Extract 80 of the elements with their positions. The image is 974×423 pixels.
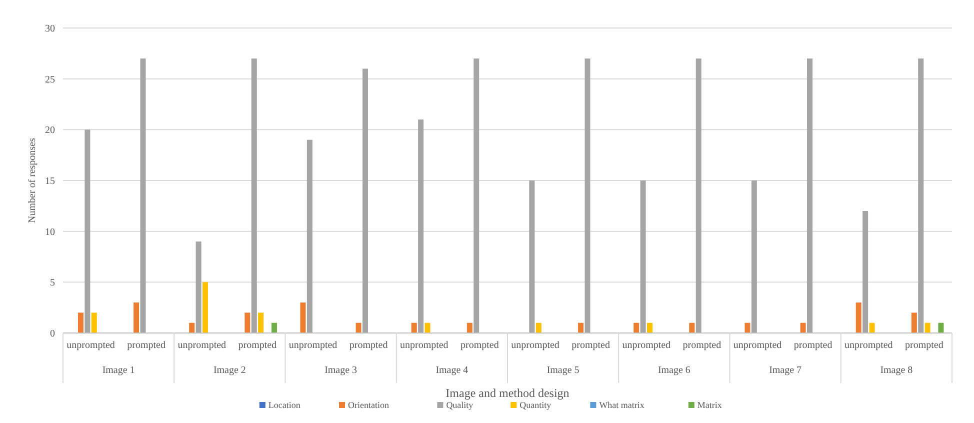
bar <box>862 211 868 333</box>
text: Image 5 <box>546 365 580 376</box>
y-tick-label: 10 <box>45 226 55 238</box>
bar <box>689 322 695 333</box>
text: Image 2 <box>213 365 246 376</box>
bar <box>202 282 208 333</box>
bar <box>251 58 257 333</box>
legend-label: Quality <box>446 400 474 410</box>
x-tick-label: prompted <box>794 340 832 351</box>
y-tick-label: 5 <box>50 278 55 289</box>
y-axis-title: Number of responses <box>27 138 38 223</box>
bar <box>271 322 277 333</box>
bar <box>356 322 362 333</box>
text: Image 6 <box>658 365 690 376</box>
x-tick-label: prompted <box>127 340 166 351</box>
x-tick-label: unprompted <box>178 340 226 351</box>
bar <box>134 302 140 333</box>
x-tick-label: prompted <box>905 340 944 351</box>
bar <box>306 140 312 333</box>
bar <box>362 68 368 333</box>
x-tick-label: unprompted <box>844 340 893 351</box>
x-tick-label: prompted <box>460 340 499 351</box>
bar <box>84 130 90 333</box>
bar <box>78 312 84 333</box>
bar <box>911 312 917 333</box>
x-tick-label: unprompted <box>622 340 671 351</box>
text: Image 8 <box>880 365 913 376</box>
x-tick-label: unprompted <box>66 340 115 351</box>
legend-label: Quantity <box>520 400 552 410</box>
y-tick-label: 0 <box>50 328 55 340</box>
text: Image 4 <box>436 365 468 376</box>
text: Image 7 <box>769 365 802 376</box>
text: Image 1 <box>102 365 135 376</box>
x-tick-label: unprompted <box>400 340 448 351</box>
legend-label: Orientation <box>348 400 390 410</box>
bar <box>196 242 202 333</box>
bar <box>189 322 195 333</box>
x-tick-label: prompted <box>682 340 722 351</box>
y-tick-label: 15 <box>45 176 55 187</box>
bar <box>869 322 875 333</box>
bar <box>806 58 812 333</box>
bar <box>938 322 944 333</box>
bar <box>634 322 640 333</box>
bar <box>536 322 542 333</box>
bar <box>411 322 417 333</box>
bar <box>918 58 924 333</box>
bar <box>647 322 653 333</box>
bar <box>474 58 480 333</box>
x-axis-title: Image and method design <box>446 386 570 400</box>
bar <box>584 58 590 333</box>
bar <box>529 180 535 333</box>
bar <box>418 120 424 333</box>
bar <box>856 302 862 333</box>
legend-label: What matrix <box>599 400 645 410</box>
x-tick-label: prompted <box>349 340 388 351</box>
x-tick-label: unprompted <box>511 340 560 351</box>
legend-label: Location <box>268 400 301 410</box>
bar <box>744 322 750 333</box>
x-tick-label: unprompted <box>288 340 338 351</box>
bar <box>924 322 930 333</box>
y-tick-label: 25 <box>45 74 55 86</box>
bar <box>466 322 472 333</box>
bar <box>578 322 584 333</box>
bar <box>696 58 702 333</box>
y-tick-label: 30 <box>45 24 55 34</box>
legend-label: Matrix <box>697 400 722 410</box>
bar <box>300 302 306 333</box>
bar <box>244 312 250 333</box>
x-tick-label: prompted <box>238 340 277 351</box>
x-tick-label: prompted <box>572 340 610 351</box>
x-tick-label: unprompted <box>733 340 782 351</box>
bar <box>91 312 97 333</box>
bar <box>140 58 146 333</box>
y-tick-label: 20 <box>45 125 55 136</box>
bar <box>424 322 430 333</box>
bar <box>800 322 806 333</box>
bar <box>640 180 646 333</box>
bar <box>258 312 264 333</box>
text: Image 3 <box>324 365 358 376</box>
bar <box>751 180 757 333</box>
